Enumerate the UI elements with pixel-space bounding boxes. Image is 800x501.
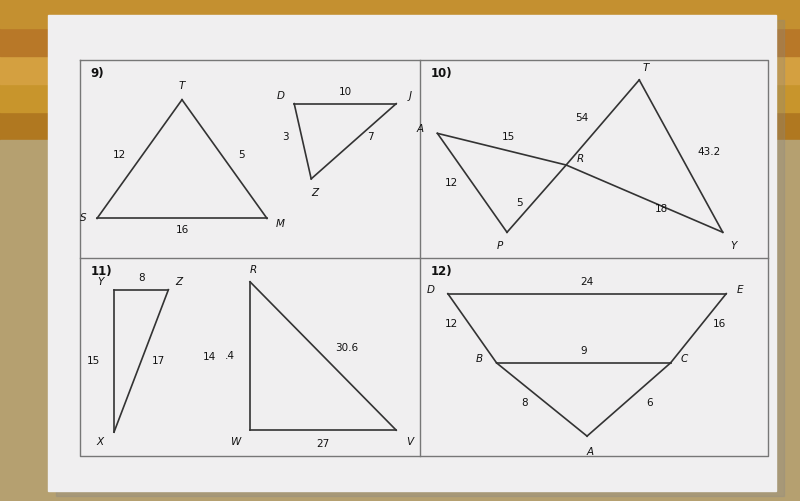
Text: P: P <box>497 241 503 251</box>
Text: 16: 16 <box>713 319 726 329</box>
Bar <box>0 112 800 140</box>
Text: A: A <box>417 124 423 134</box>
Text: 12): 12) <box>430 266 452 279</box>
Text: 3: 3 <box>282 132 289 142</box>
Text: 8: 8 <box>521 398 528 408</box>
Bar <box>0 140 800 501</box>
Text: 9): 9) <box>90 68 104 81</box>
Text: 12: 12 <box>445 319 458 329</box>
Bar <box>0 56 800 84</box>
Text: 10): 10) <box>430 68 452 81</box>
Text: D: D <box>426 285 434 295</box>
Text: 8: 8 <box>138 273 145 283</box>
Text: Y: Y <box>98 277 103 287</box>
Text: 16: 16 <box>175 225 189 235</box>
Text: 11): 11) <box>90 266 112 279</box>
Text: C: C <box>681 354 688 364</box>
Bar <box>0 84 800 112</box>
Text: 15: 15 <box>502 132 515 142</box>
Text: 12: 12 <box>445 178 458 188</box>
Bar <box>0 0 800 28</box>
Text: 7: 7 <box>367 132 374 142</box>
Text: D: D <box>277 91 285 101</box>
Text: J: J <box>408 91 411 101</box>
Text: A: A <box>587 447 594 457</box>
Text: 27: 27 <box>317 439 330 449</box>
Text: 10: 10 <box>338 87 352 97</box>
Text: 5: 5 <box>516 197 522 207</box>
Text: V: V <box>406 437 414 447</box>
Text: E: E <box>737 285 743 295</box>
Text: M: M <box>276 219 285 229</box>
Text: Y: Y <box>730 241 736 251</box>
Text: 5: 5 <box>238 150 245 160</box>
Text: X: X <box>97 437 104 447</box>
Text: 54: 54 <box>575 114 589 124</box>
Text: 12: 12 <box>113 150 126 160</box>
Text: Z: Z <box>175 277 182 287</box>
Text: T: T <box>643 63 650 73</box>
Text: 14: 14 <box>202 352 216 362</box>
Text: 17: 17 <box>151 356 165 366</box>
Text: R: R <box>250 265 257 275</box>
Text: B: B <box>475 354 482 364</box>
Text: Z: Z <box>311 188 318 198</box>
Text: W: W <box>231 437 242 447</box>
Text: 15: 15 <box>87 356 100 366</box>
Text: .4: .4 <box>225 351 234 361</box>
Text: T: T <box>179 81 185 91</box>
Text: 6: 6 <box>646 398 653 408</box>
Text: 9: 9 <box>580 346 587 356</box>
Text: R: R <box>577 154 584 164</box>
Text: 43.2: 43.2 <box>698 147 721 157</box>
Text: 18: 18 <box>655 203 669 213</box>
Text: S: S <box>80 213 86 223</box>
Bar <box>0 28 800 56</box>
Text: 30.6: 30.6 <box>335 343 358 353</box>
Text: 24: 24 <box>581 277 594 287</box>
